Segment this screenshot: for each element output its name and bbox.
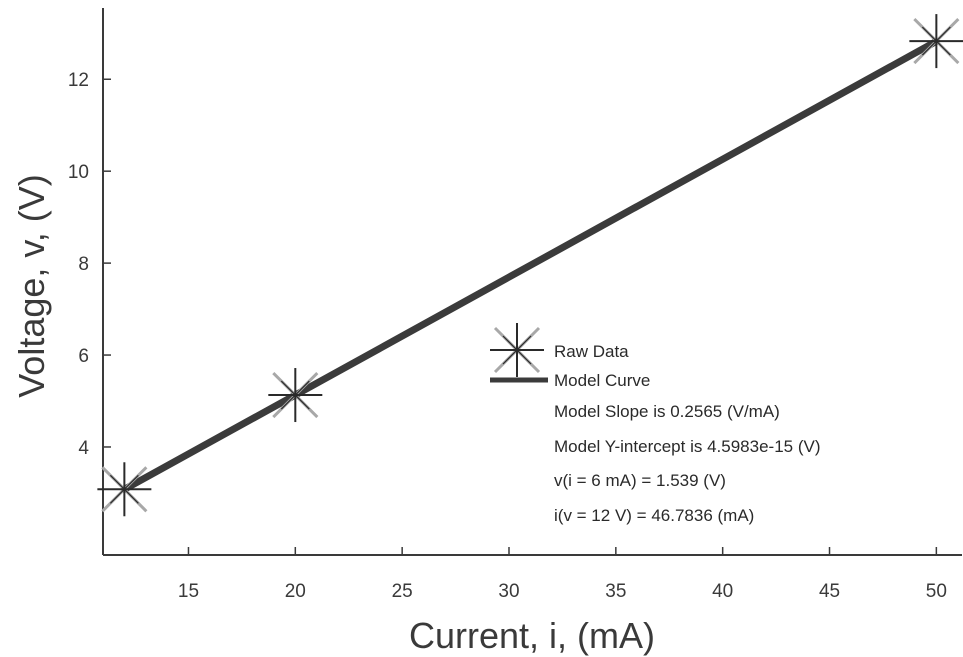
marker-stroke xyxy=(921,26,951,56)
y-ticks: 4 6 8 10 12 xyxy=(68,70,111,459)
model-curve-line xyxy=(120,37,940,493)
x-tick-label: 25 xyxy=(392,581,413,602)
x-axis-title: Current, i, (mA) xyxy=(409,615,655,656)
x-ticks: 15 20 25 30 35 40 45 50 xyxy=(178,547,947,602)
y-tick-label: 6 xyxy=(78,346,89,367)
marker-stroke xyxy=(280,380,310,410)
raw-data-point xyxy=(909,14,963,69)
x-tick-label: 20 xyxy=(285,581,306,602)
x-tick-label: 45 xyxy=(819,581,840,602)
legend-star-icon xyxy=(490,323,544,377)
legend-annotation-intercept: Model Y-intercept is 4.5983e-15 (V) xyxy=(554,437,821,456)
marker-stroke xyxy=(109,474,139,504)
legend-annotation-slope: Model Slope is 0.2565 (V/mA) xyxy=(554,402,780,421)
x-tick-label: 30 xyxy=(498,581,519,602)
y-tick-label: 10 xyxy=(68,162,89,183)
legend-annotation-i-at-v: i(v = 12 V) = 46.7836 (mA) xyxy=(554,506,754,525)
x-tick-label: 50 xyxy=(926,581,947,602)
x-tick-label: 35 xyxy=(605,581,626,602)
raw-data-point xyxy=(268,368,323,423)
x-tick-label: 15 xyxy=(178,581,199,602)
legend-label-model-curve: Model Curve xyxy=(554,371,650,390)
y-tick-label: 4 xyxy=(78,438,89,459)
y-tick-label: 8 xyxy=(78,254,89,275)
x-tick-label: 40 xyxy=(712,581,733,602)
legend-marker-raw-data xyxy=(490,323,544,377)
plot-series xyxy=(97,14,963,517)
y-tick-label: 12 xyxy=(68,70,89,91)
legend: Raw Data Model Curve Model Slope is 0.25… xyxy=(490,323,821,525)
marker-stroke xyxy=(502,335,532,365)
legend-annotation-v-at-i: v(i = 6 mA) = 1.539 (V) xyxy=(554,471,726,490)
axes xyxy=(102,8,962,556)
raw-data-point xyxy=(97,462,152,517)
legend-label-raw-data: Raw Data xyxy=(554,342,629,361)
y-axis-title: Voltage, v, (V) xyxy=(11,174,52,397)
